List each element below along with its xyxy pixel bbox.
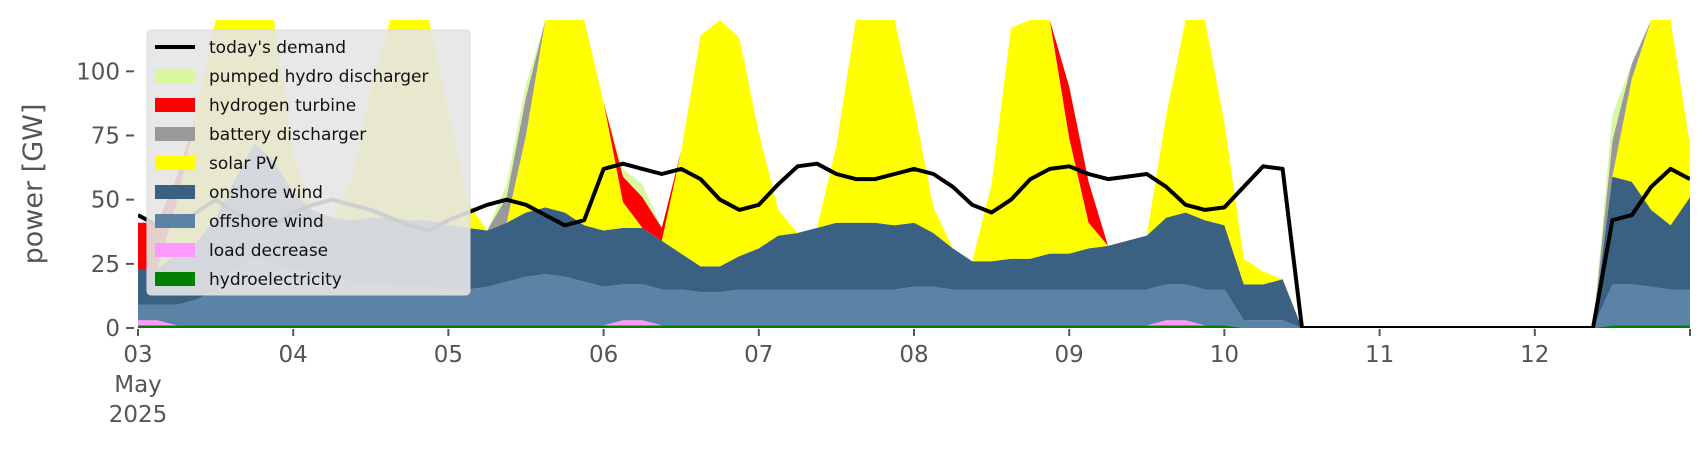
area-pumped-hydro-discharger xyxy=(138,20,1690,328)
legend-label: hydroelectricity xyxy=(209,270,342,290)
y-tick-label: 50 xyxy=(91,188,120,214)
legend-label: battery discharger xyxy=(209,125,366,145)
legend-swatch xyxy=(155,98,195,112)
x-tick-label: 07 xyxy=(744,342,773,368)
axes: 0 25 50 75 100 03 May 2025 04 05 06 07 08 09 10 11 12 xyxy=(76,59,1691,428)
area-hydroelectricity xyxy=(138,325,1690,328)
legend-label: solar PV xyxy=(209,154,278,174)
legend-swatch xyxy=(155,156,195,170)
legend-swatch xyxy=(155,243,195,257)
legend-box xyxy=(146,29,471,296)
x-tick-label: 11 xyxy=(1365,342,1394,368)
x-tick-label: May xyxy=(114,372,162,398)
legend-swatch xyxy=(155,127,195,141)
x-tick-label: 10 xyxy=(1210,342,1239,368)
stacked-areas xyxy=(138,20,1690,328)
x-tick-label: 12 xyxy=(1520,342,1549,368)
area-offshore-wind xyxy=(138,258,1690,328)
x-tick-label: 09 xyxy=(1055,342,1084,368)
x-tick-label: 03 xyxy=(123,342,152,368)
legend-label: today's demand xyxy=(209,38,346,58)
legend-label: offshore wind xyxy=(209,212,324,232)
x-tick-label: 06 xyxy=(589,342,618,368)
legend-swatch xyxy=(155,214,195,228)
legend-label: load decrease xyxy=(209,241,328,261)
legend: today's demand pumped hydro discharger hyd… xyxy=(146,29,471,296)
y-tick-label: 0 xyxy=(105,316,120,342)
x-tick-label: 2025 xyxy=(109,402,168,428)
legend-swatch xyxy=(155,185,195,199)
y-tick-label: 75 xyxy=(91,124,120,150)
y-tick-label: 25 xyxy=(91,252,120,278)
area-solar-pv xyxy=(138,20,1690,328)
x-tick-label: 04 xyxy=(279,342,308,368)
x-tick-label: 05 xyxy=(434,342,463,368)
legend-label: onshore wind xyxy=(209,183,323,203)
legend-label: pumped hydro discharger xyxy=(209,67,428,87)
y-axis-label: power [GW] xyxy=(18,104,49,265)
x-tick-label: 08 xyxy=(899,342,928,368)
area-onshore-wind xyxy=(138,143,1690,328)
legend-label: hydrogen turbine xyxy=(209,96,356,116)
legend-swatch xyxy=(155,69,195,83)
y-tick-label: 100 xyxy=(76,59,120,85)
legend-swatch xyxy=(155,272,195,286)
